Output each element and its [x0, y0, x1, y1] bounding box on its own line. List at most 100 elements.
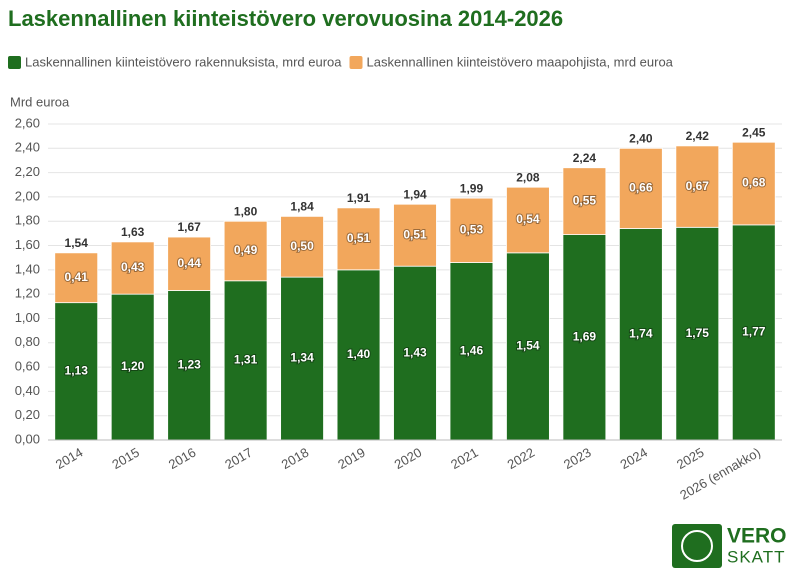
- logo-icon: [672, 524, 722, 568]
- value-label: 0,54: [516, 212, 540, 226]
- total-label: 1,67: [177, 220, 201, 234]
- legend-swatch: [8, 56, 21, 69]
- bar-segment: [618, 228, 663, 441]
- bar-segment: [336, 269, 381, 441]
- y-tick-label: 0,40: [15, 383, 40, 398]
- total-label: 2,45: [742, 125, 766, 139]
- bar-segment: [54, 302, 99, 441]
- bar-segment: [167, 236, 212, 291]
- bar-segment: [280, 215, 324, 278]
- value-label: 1,43: [403, 345, 427, 359]
- value-label: 1,74: [629, 326, 653, 340]
- total-label: 1,54: [65, 236, 89, 250]
- y-tick-label: 1,00: [15, 310, 40, 325]
- value-label: 1,20: [121, 359, 145, 373]
- y-axis-label: Mrd euroa: [10, 94, 70, 109]
- value-label: 0,53: [460, 223, 484, 237]
- bar-segment: [618, 147, 663, 229]
- total-label: 1,91: [347, 191, 371, 205]
- y-tick-label: 1,20: [15, 286, 40, 301]
- y-tick-label: 1,40: [15, 261, 40, 276]
- x-tick-label: 2022: [505, 445, 538, 472]
- logo-icon: [681, 530, 713, 562]
- total-label: 1,94: [403, 187, 427, 201]
- legend-label: Laskennallinen kiinteistövero rakennuksi…: [25, 54, 342, 69]
- chart-title: Laskennallinen kiinteistövero verovuosin…: [8, 6, 563, 31]
- bar-segment: [449, 262, 494, 441]
- value-label: 0,50: [290, 239, 314, 253]
- total-label: 1,80: [234, 204, 258, 218]
- total-label: 2,08: [516, 170, 540, 184]
- bar-segment: [223, 220, 268, 282]
- legend-swatch: [349, 56, 363, 69]
- bar-segment: [167, 290, 212, 441]
- x-tick-label: 2020: [392, 445, 425, 472]
- value-label: 0,67: [686, 179, 710, 193]
- logo-text: VERO: [727, 525, 787, 548]
- value-label: 1,13: [65, 364, 89, 378]
- value-label: 1,23: [177, 357, 201, 371]
- bar-segment: [110, 241, 155, 295]
- value-label: 0,49: [234, 243, 258, 257]
- bar-segment: [731, 224, 776, 441]
- total-label: 1,63: [121, 225, 145, 239]
- y-tick-label: 2,40: [15, 140, 40, 155]
- legend-label: Laskennallinen kiinteistövero maapohjist…: [367, 54, 674, 69]
- x-tick-label: 2019: [335, 445, 368, 472]
- bar-segment: [506, 252, 550, 441]
- x-tick-label: 2018: [279, 445, 312, 472]
- x-tick-label: 2021: [448, 445, 481, 472]
- y-tick-label: 2,20: [15, 164, 40, 179]
- y-tick-label: 2,60: [15, 115, 40, 130]
- value-label: 0,66: [629, 181, 653, 195]
- x-tick-label: 2024: [618, 445, 651, 472]
- value-label: 0,51: [347, 231, 371, 245]
- bar-segment: [449, 197, 494, 263]
- x-tick-label: 2023: [561, 445, 594, 472]
- bar-segment: [393, 265, 437, 441]
- value-label: 0,44: [177, 256, 201, 270]
- total-label: 2,42: [686, 129, 710, 143]
- x-tick-label: 2015: [109, 445, 142, 472]
- value-label: 1,34: [290, 351, 314, 365]
- bar-segment: [336, 207, 381, 271]
- value-label: 0,68: [742, 176, 766, 190]
- logo: VERO SKATT: [672, 524, 787, 568]
- total-label: 2,40: [629, 131, 653, 145]
- bar-segment: [54, 252, 99, 304]
- value-label: 1,77: [742, 325, 766, 339]
- bar-segment: [562, 234, 607, 441]
- total-label: 2,24: [573, 151, 597, 165]
- x-tick-label: 2016: [166, 445, 199, 472]
- y-tick-label: 1,60: [15, 237, 40, 252]
- value-label: 1,75: [686, 326, 710, 340]
- bar-segment: [675, 145, 720, 228]
- value-label: 1,69: [573, 329, 597, 343]
- value-label: 0,51: [403, 227, 427, 241]
- value-label: 1,54: [516, 339, 540, 353]
- bar-segment: [731, 141, 776, 226]
- bar-segment: [675, 226, 720, 441]
- x-tick-label: 2025: [674, 445, 707, 472]
- value-label: 0,55: [573, 193, 597, 207]
- value-label: 0,43: [121, 260, 145, 274]
- y-tick-label: 0,80: [15, 334, 40, 349]
- logo-text: SKATT: [727, 547, 786, 566]
- y-tick-label: 1,80: [15, 213, 40, 228]
- value-label: 0,41: [65, 270, 89, 284]
- value-label: 1,31: [234, 353, 258, 367]
- y-tick-label: 0,60: [15, 359, 40, 374]
- bar-segment: [506, 186, 550, 254]
- x-tick-label: 2014: [53, 445, 86, 472]
- bar-segment: [110, 293, 155, 441]
- bar-segment: [562, 167, 607, 235]
- value-label: 1,46: [460, 343, 484, 357]
- value-label: 1,40: [347, 347, 371, 361]
- y-tick-label: 2,00: [15, 188, 40, 203]
- x-tick-label: 2017: [222, 445, 255, 472]
- y-tick-label: 0,20: [15, 407, 40, 422]
- total-label: 1,84: [290, 200, 314, 214]
- total-label: 1,99: [460, 181, 484, 195]
- y-tick-label: 0,00: [15, 431, 40, 446]
